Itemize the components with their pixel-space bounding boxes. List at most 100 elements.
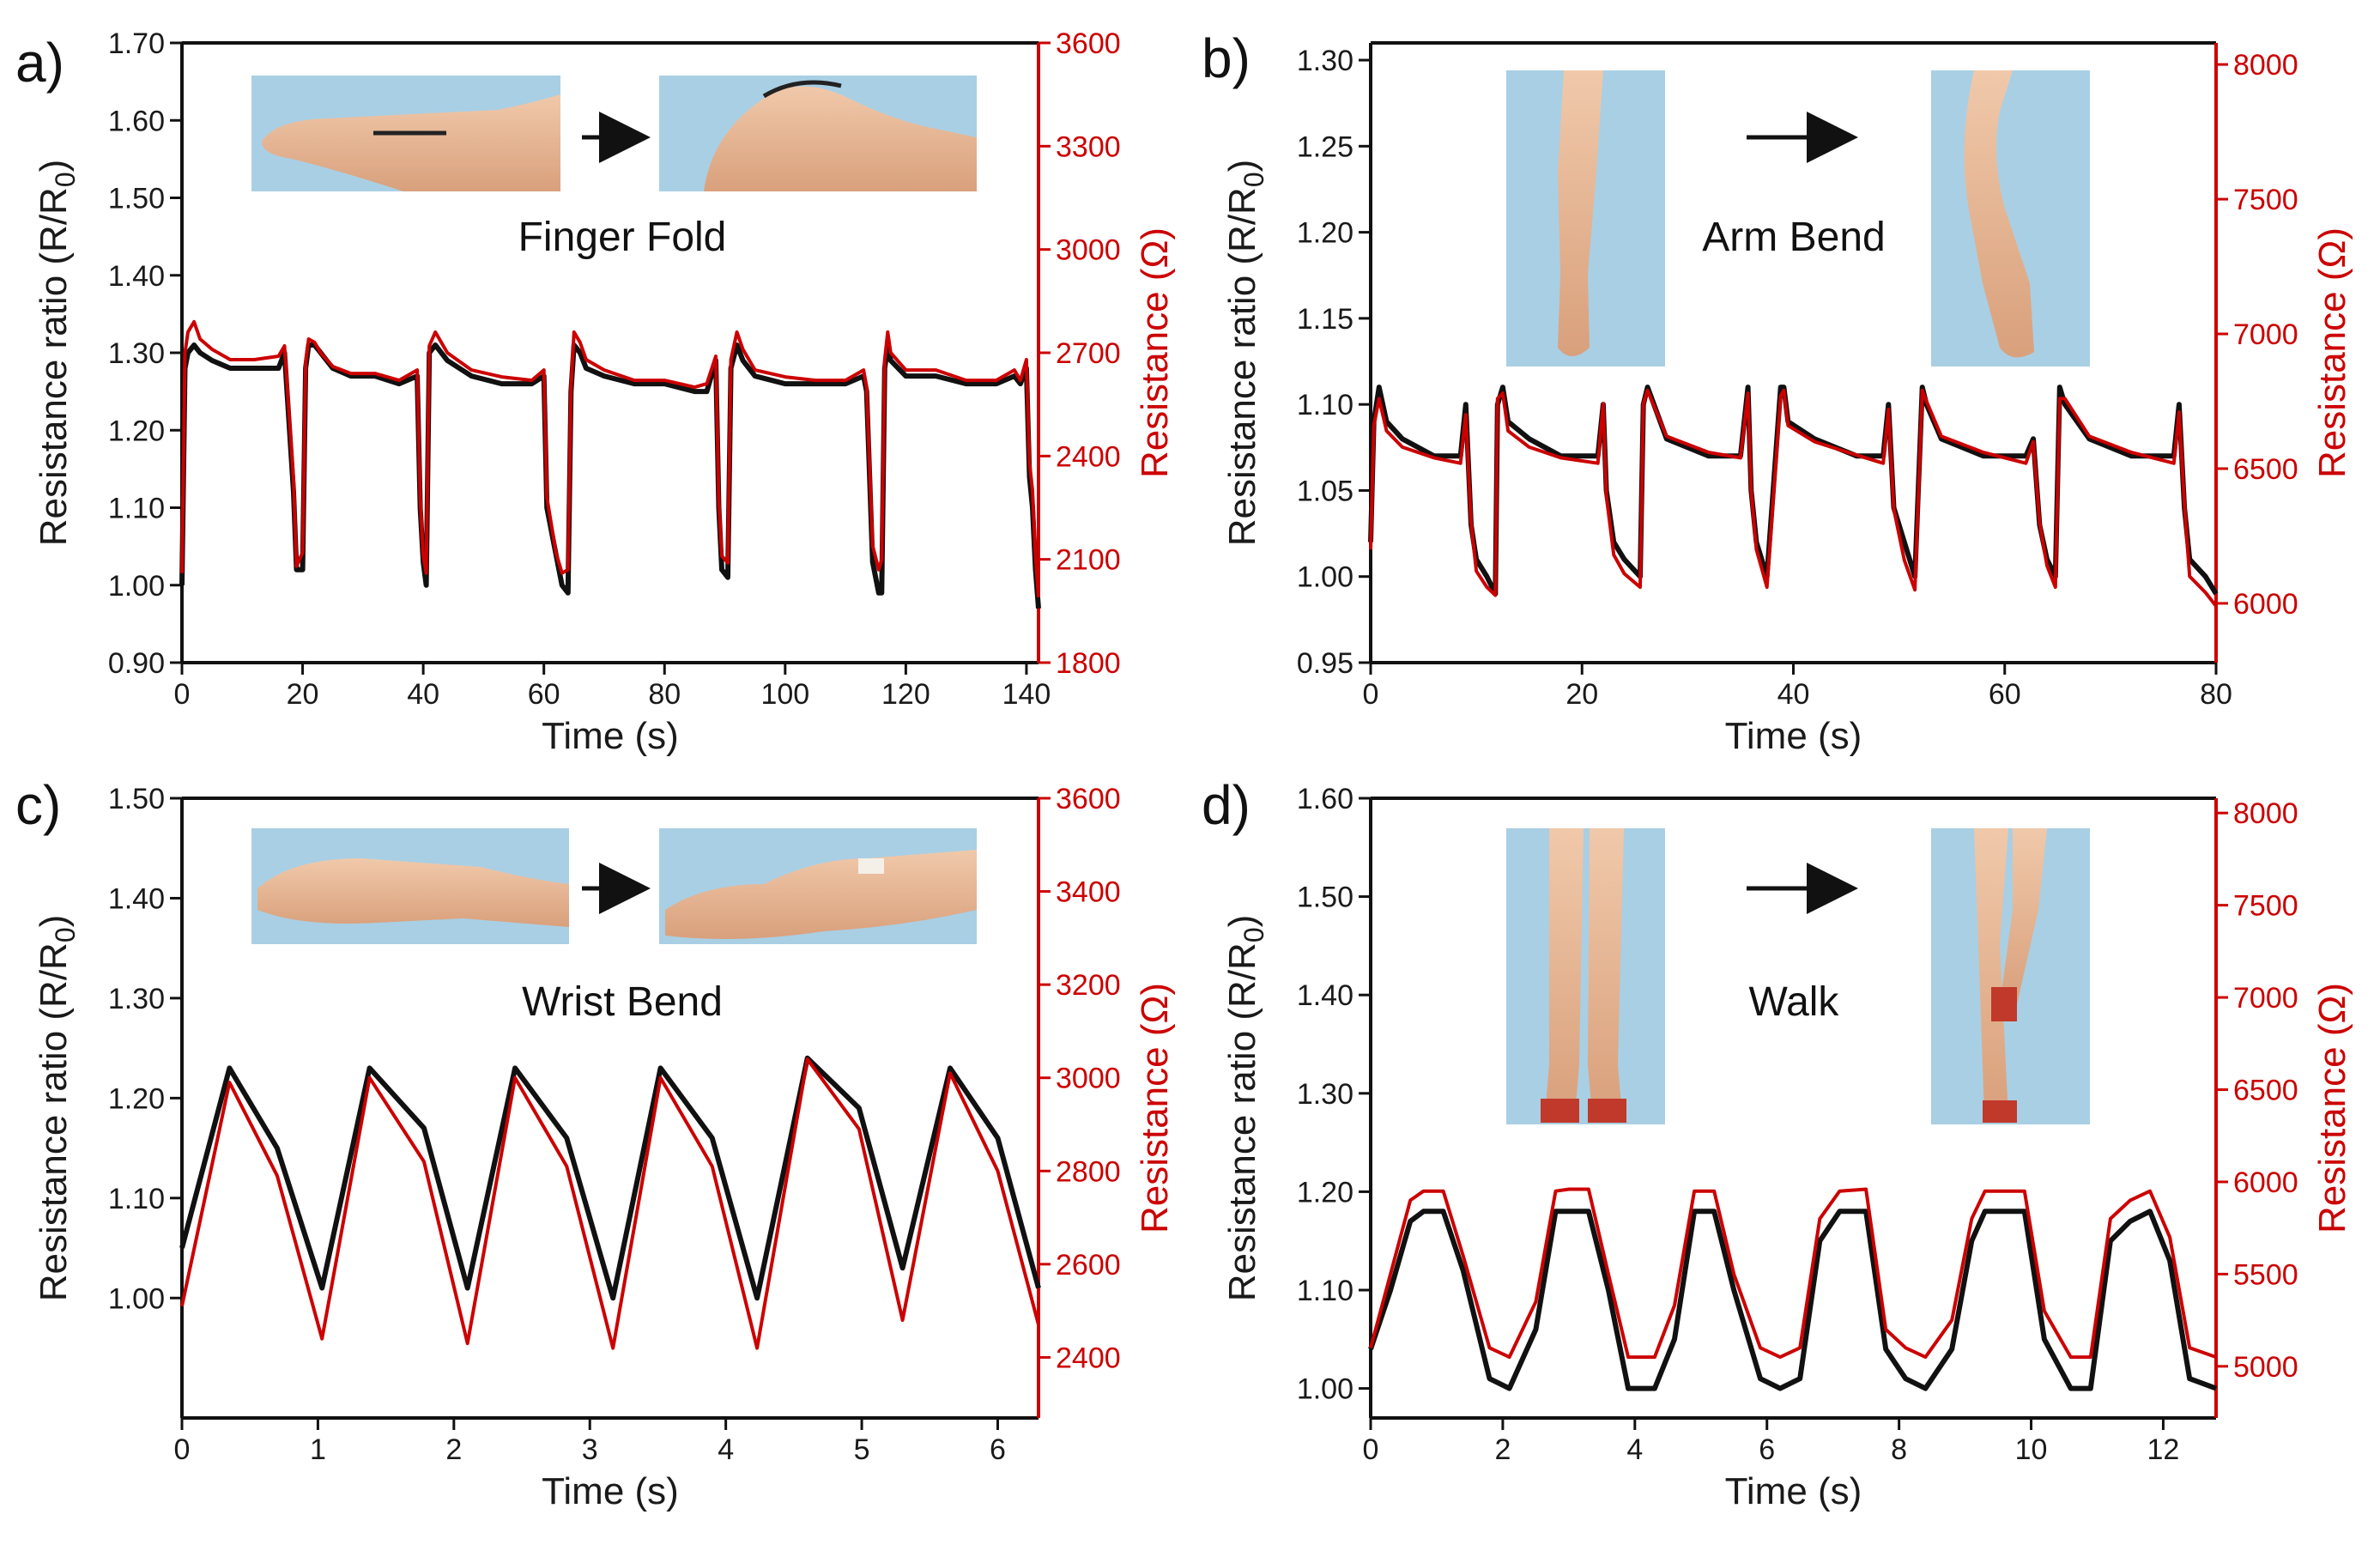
x-tick-label: 0 (174, 678, 191, 711)
y-left-tick-label: 1.60 (108, 105, 165, 137)
x-tick-label: 0 (1363, 1433, 1379, 1466)
x-tick-label: 0 (1363, 678, 1379, 711)
y-right-tick-label: 7000 (2233, 318, 2298, 351)
photo-group-b (1506, 70, 2090, 367)
y-left-tick-label: 1.05 (1297, 475, 1354, 507)
y-left-tick-label: 1.20 (1297, 217, 1354, 250)
y-left-tick-label: 0.95 (1297, 647, 1354, 680)
x-tick-label: 60 (1989, 678, 2021, 711)
panel-a: a) Finger Fold (15, 32, 977, 260)
panel-label-b: b) (1202, 27, 1251, 89)
y-right-tick-label: 3200 (1056, 969, 1121, 1002)
y-right-tick-label: 7000 (2233, 982, 2298, 1015)
y-left-tick-label: 1.15 (1297, 303, 1354, 336)
chart-d: 0 2 4 6 8 10 12 1.00 1.10 1.20 1.30 1.40 1.50 1.60 500… (1221, 783, 2353, 1512)
panel-b: b) Arm Bend (1202, 27, 2090, 367)
y-left-tick-label: 1.50 (108, 183, 165, 215)
x-tick-label: 6 (990, 1433, 1006, 1466)
y-right-tick-label: 5000 (2233, 1351, 2298, 1384)
panel-label-a: a) (15, 32, 64, 94)
x-tick-label: 8 (1891, 1433, 1907, 1466)
x-axis-label: Time (s) (542, 715, 679, 757)
y-right-tick-label: 5500 (2233, 1258, 2298, 1291)
y-right-tick-label: 3600 (1056, 783, 1121, 815)
panel-d: d) Walk (1202, 774, 2090, 1124)
series-resistance-ratio-line (179, 1055, 1041, 1301)
y-left-tick-label: 1.30 (108, 983, 165, 1015)
y-right-axis-label: Resistance (Ω) (1134, 227, 1176, 478)
y-left-tick-label: 1.40 (108, 882, 165, 915)
photo-legs-standing (1506, 828, 1665, 1124)
chart-b: 0 20 40 60 80 0.95 1.00 1.05 1.10 1.15 1.20 1.25 1.3… (1221, 41, 2353, 757)
y-left-tick-label: 1.30 (108, 337, 165, 370)
y-left-tick-label: 0.90 (108, 647, 165, 680)
x-tick-label: 20 (1565, 678, 1598, 711)
y-left-axis-label: Resistance ratio (R/R0) (33, 915, 81, 1302)
y-left-tick-label: 1.40 (108, 260, 165, 293)
y-left-tick-label: 1.60 (1297, 783, 1354, 815)
x-tick-label: 80 (648, 678, 681, 711)
panel-label-c: c) (15, 774, 61, 836)
y-left-tick-label: 1.20 (1297, 1176, 1354, 1209)
series-resistance-line (180, 1057, 1040, 1350)
y-right-axis-label: Resistance (Ω) (1134, 983, 1176, 1233)
y-left-tick-label: 1.10 (1297, 389, 1354, 421)
series-resistance-line (180, 319, 1040, 597)
y-left-tick-label: 1.00 (108, 1282, 165, 1315)
y-left-tick-label: 1.30 (1297, 45, 1354, 77)
photo-group-a (251, 76, 977, 191)
y-right-tick-label: 1800 (1056, 647, 1121, 680)
x-tick-label: 40 (407, 678, 439, 711)
x-axis-label: Time (s) (1725, 715, 1862, 757)
chart-a: 0 20 40 60 80 100 120 140 0.90 1.00 1.10 1.20 1.30 1.… (33, 27, 1176, 757)
y-right-tick-label: 6500 (2233, 453, 2298, 486)
x-tick-label: 40 (1777, 678, 1810, 711)
chart-c: 0 1 2 3 4 5 6 1.00 1.10 1.20 1.30 1.40 1.50 2400 2600 2… (33, 783, 1176, 1512)
y-right-tick-label: 8000 (2233, 49, 2298, 82)
x-axis-label: Time (s) (1725, 1470, 1862, 1512)
plots: 0 20 40 60 80 100 120 1400.901.001.101.201.301.… (33, 27, 2353, 1512)
x-tick-label: 100 (760, 678, 809, 711)
x-tick-label: 4 (718, 1433, 734, 1466)
y-right-tick-label: 7500 (2233, 184, 2298, 216)
activity-label-d: Walk (1749, 979, 1840, 1025)
x-tick-label: 140 (1002, 678, 1051, 711)
y-left-tick-label: 1.10 (108, 493, 165, 525)
y-left-tick-label: 1.20 (108, 1082, 165, 1115)
y-right-tick-label: 2600 (1056, 1249, 1121, 1281)
y-right-tick-label: 6500 (2233, 1075, 2298, 1107)
x-axis-label: Time (s) (542, 1470, 679, 1512)
series-resistance-line (1369, 1187, 2217, 1360)
y-right-tick-label: 6000 (2233, 588, 2298, 621)
panel-c: c) Wrist Bend (15, 774, 977, 1025)
photo-group-c (251, 828, 977, 944)
y-right-tick-label: 6000 (2233, 1166, 2298, 1199)
y-right-tick-label: 3300 (1056, 130, 1121, 163)
activity-label-c: Wrist Bend (522, 979, 723, 1025)
y-left-tick-label: 1.30 (1297, 1078, 1354, 1111)
y-left-tick-label: 1.25 (1297, 130, 1354, 163)
photo-group-d (1506, 828, 2090, 1124)
x-tick-label: 120 (881, 678, 930, 711)
x-tick-label: 5 (854, 1433, 870, 1466)
panel-label-d: d) (1202, 774, 1251, 836)
y-left-tick-label: 1.40 (1297, 979, 1354, 1012)
y-right-tick-label: 3000 (1056, 234, 1121, 267)
y-right-axis-label: Resistance (Ω) (2311, 983, 2353, 1233)
y-right-tick-label: 2800 (1056, 1155, 1121, 1188)
x-tick-label: 2 (445, 1433, 462, 1466)
y-right-tick-label: 2100 (1056, 544, 1121, 577)
x-tick-label: 1 (310, 1433, 326, 1466)
y-left-tick-label: 1.10 (108, 1183, 165, 1215)
x-tick-label: 3 (582, 1433, 598, 1466)
y-right-tick-label: 3000 (1056, 1063, 1121, 1095)
x-tick-label: 6 (1759, 1433, 1775, 1466)
y-left-tick-label: 1.00 (1297, 1373, 1354, 1406)
y-right-tick-label: 3600 (1056, 27, 1121, 60)
y-right-tick-label: 2400 (1056, 440, 1121, 473)
x-tick-label: 60 (528, 678, 560, 711)
x-tick-label: 4 (1626, 1433, 1643, 1466)
y-left-tick-label: 1.00 (108, 570, 165, 603)
y-left-tick-label: 1.10 (1297, 1275, 1354, 1307)
